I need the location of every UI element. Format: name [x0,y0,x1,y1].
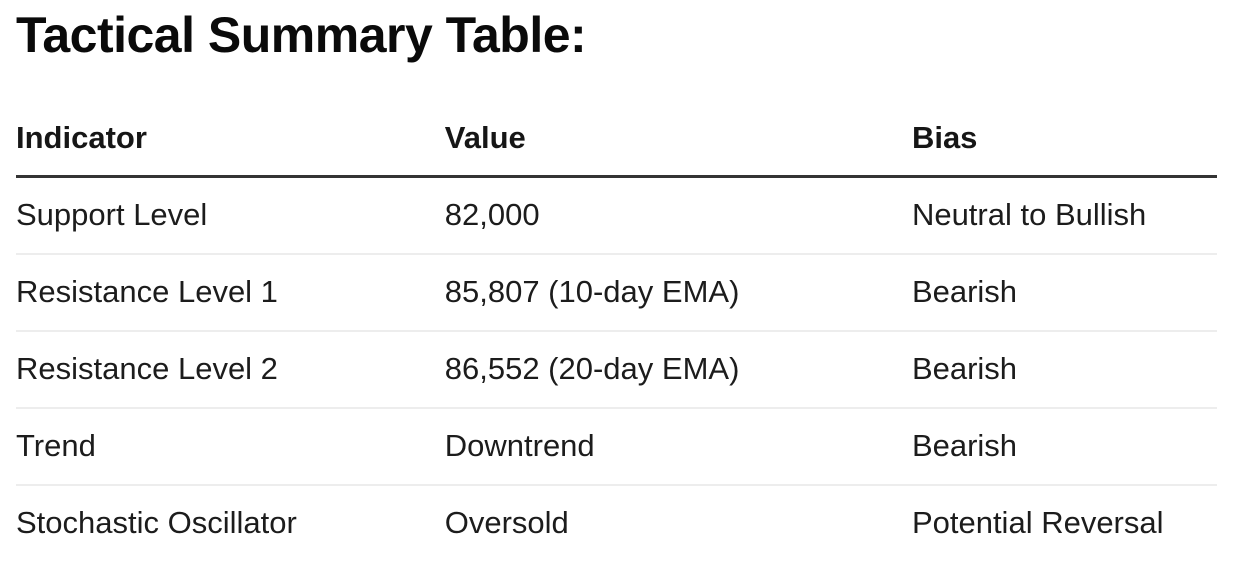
cell-value: Downtrend [444,407,912,485]
column-header-bias: Bias [911,120,978,155]
page-title: Tactical Summary Table: [16,7,587,63]
column-header-value: Value [444,120,526,155]
table-row: Stochastic Oscillator Oversold Potential… [16,484,1217,561]
table-row: Resistance Level 1 85,807 (10-day EMA) B… [16,253,1217,331]
cell-indicator: Stochastic Oscillator [16,484,445,561]
cell-indicator: Trend [16,407,445,485]
cell-value: Oversold [444,484,912,561]
cell-indicator: Resistance Level 1 [16,253,445,331]
cell-indicator: Support Level [16,197,208,232]
cell-bias: Potential Reversal [911,484,1217,561]
cell-value: 86,552 (20-day EMA) [444,330,912,408]
column-header-indicator: Indicator [16,120,147,155]
cell-bias: Bearish [911,407,1217,485]
cell-bias: Bearish [911,253,1217,331]
tactical-summary-table: Indicator Value Bias Support Level 82,00… [16,63,1217,561]
cell-bias: Bearish [911,330,1217,408]
table-row: Trend Downtrend Bearish [16,407,1217,485]
cell-value: 85,807 (10-day EMA) [444,253,912,331]
table-row: Resistance Level 2 86,552 (20-day EMA) B… [16,330,1217,408]
table-row: Support Level 82,000 Neutral to Bullish [16,177,1217,255]
cell-value: 82,000 [444,197,540,232]
table-header-row: Indicator Value Bias [16,63,1217,177]
cell-indicator: Resistance Level 2 [16,330,445,408]
cell-bias: Neutral to Bullish [911,197,1147,232]
